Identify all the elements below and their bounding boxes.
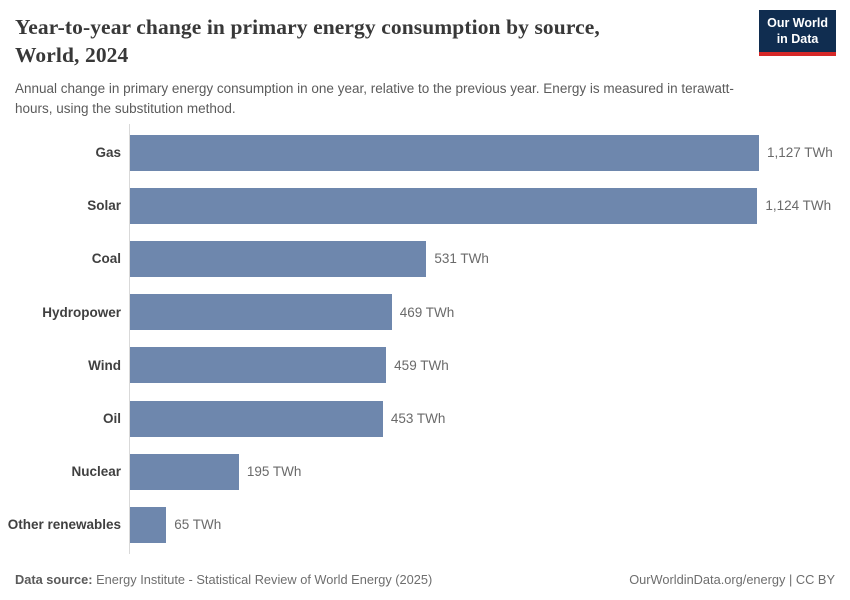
value-label: 453 TWh: [390, 411, 446, 427]
owid-logo-line1: Our World: [767, 16, 828, 30]
bar-chart: Gas 1,127 TWh Solar 1,124 TWh Coal 531 TWh Hyd…: [0, 124, 850, 554]
value-label: 459 TWh: [394, 357, 449, 373]
bar-area: 453 TWh: [130, 392, 445, 445]
data-source-label: Data source:: [15, 572, 93, 588]
category-label: Nuclear: [71, 464, 121, 480]
category-label: Hydropower: [42, 304, 121, 320]
bar[interactable]: [130, 506, 167, 543]
chart-rows: Gas 1,127 TWh Solar 1,124 TWh Coal 531 TWh Hyd…: [0, 126, 850, 552]
value-label: 1,127 TWh: [767, 145, 833, 161]
bar-area: 65 TWh: [130, 498, 221, 551]
bar-row: Hydropower 469 TWh: [0, 286, 850, 339]
bar-area: 1,124 TWh: [130, 179, 831, 232]
category-label: Wind: [88, 357, 121, 373]
value-label: 469 TWh: [399, 304, 455, 320]
category-label: Solar: [87, 198, 121, 214]
bar-row: Oil 453 TWh: [0, 392, 850, 445]
bar-row: Nuclear 195 TWh: [0, 445, 850, 498]
category-label: Coal: [91, 251, 121, 267]
chart-footer: Data source: Energy Institute - Statisti…: [15, 572, 835, 589]
bar-row: Other renewables 65 TWh: [0, 498, 850, 551]
bar-area: 531 TWh: [130, 232, 489, 285]
bar[interactable]: [130, 134, 759, 171]
data-source-note: Data source: Energy Institute - Statisti…: [15, 572, 432, 589]
bar[interactable]: [130, 240, 427, 277]
bar[interactable]: [130, 294, 392, 331]
bar[interactable]: [130, 187, 758, 224]
bar[interactable]: [130, 400, 383, 437]
bar[interactable]: [130, 453, 239, 490]
value-label: 65 TWh: [174, 517, 222, 533]
bar-area: 459 TWh: [130, 339, 449, 392]
y-axis-line: [129, 124, 130, 554]
bar-row: Gas 1,127 TWh: [0, 126, 850, 179]
bar-row: Solar 1,124 TWh: [0, 179, 850, 232]
bar-area: 1,127 TWh: [130, 126, 833, 179]
bar[interactable]: [130, 347, 387, 384]
category-label: Oil: [102, 411, 121, 427]
value-label: 531 TWh: [434, 251, 489, 267]
data-source-text: Energy Institute - Statistical Review of…: [92, 572, 433, 588]
chart-title-line1: Year-to-year change in primary energy co…: [15, 15, 600, 39]
category-label: Other renewables: [7, 517, 121, 533]
bar-row: Coal 531 TWh: [0, 232, 850, 285]
value-label: 1,124 TWh: [765, 198, 832, 214]
owid-license-link[interactable]: OurWorldinData.org/energy | CC BY: [629, 572, 835, 588]
chart-header: Year-to-year change in primary energy co…: [15, 13, 750, 119]
chart-subtitle: Annual change in primary energy consumpt…: [15, 80, 734, 116]
category-label: Gas: [95, 145, 121, 161]
bar-area: 469 TWh: [130, 286, 454, 339]
owid-logo-line2: in Data: [776, 32, 819, 47]
chart-title: Year-to-year change in primary energy co…: [15, 13, 750, 70]
bar-area: 195 TWh: [130, 445, 301, 498]
bar-row: Wind 459 TWh: [0, 339, 850, 392]
owid-logo[interactable]: Our World in Data: [759, 10, 836, 56]
value-label: 195 TWh: [246, 464, 302, 480]
chart-title-line2: World, 2024: [15, 43, 129, 68]
